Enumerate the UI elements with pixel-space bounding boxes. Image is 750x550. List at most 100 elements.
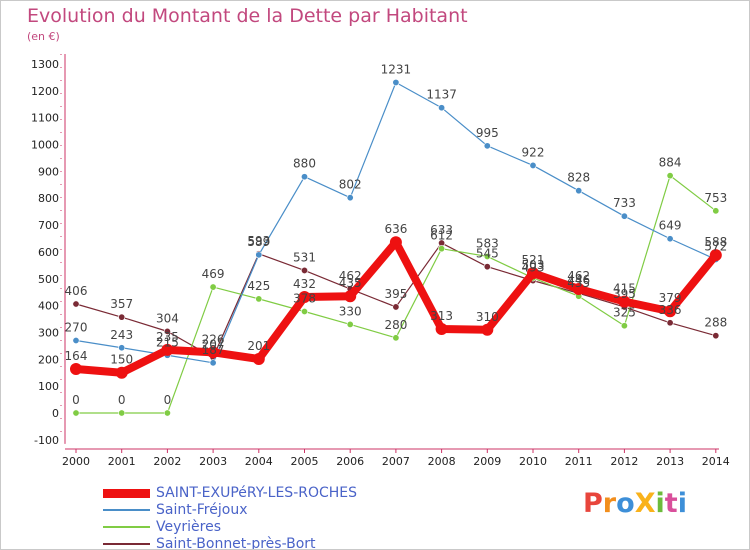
data-label: 207 [202,337,225,351]
series-point-3 [666,319,674,327]
data-label: 150 [110,353,133,367]
data-label: 395 [613,287,636,301]
data-label: 633 [430,223,453,237]
series-point-2 [72,409,80,417]
series-point-0 [298,291,311,304]
data-label: 215 [156,335,179,349]
x-tick-label: 2002 [153,455,181,468]
data-label: 164 [65,349,88,363]
series-point-2 [483,252,491,260]
data-label: 572 [704,239,727,253]
data-label: 310 [476,310,499,324]
legend-label: Saint-Bonnet-près-Bort [156,536,316,550]
x-tick-label: 2008 [428,455,456,468]
data-label: 330 [339,304,362,318]
series-point-0 [572,282,585,295]
series-point-2 [666,172,674,180]
logo-letter: t [664,488,678,519]
data-label: 922 [522,145,545,159]
data-label: 201 [247,339,270,353]
data-label: 1231 [381,62,412,76]
data-label: 503 [522,258,545,272]
x-tick-label: 2000 [62,455,90,468]
data-label: 649 [659,219,682,233]
series-point-0 [207,346,220,359]
x-tick-label: 2004 [245,455,273,468]
series-point-1 [529,161,537,169]
proxiti-logo: ProXiti [583,488,687,519]
series-point-3 [712,332,720,340]
data-label: 288 [704,316,727,330]
data-label: 493 [522,261,545,275]
series-point-0 [618,295,631,308]
series-point-2 [255,295,263,303]
series-point-1 [72,337,80,345]
data-label: 0 [72,393,80,407]
series-point-3 [300,266,308,274]
series-point-2 [346,320,354,328]
chart-title: Evolution du Montant de la Dette par Hab… [27,5,468,27]
data-label: 753 [704,191,727,205]
series-point-2 [163,409,171,417]
data-label: 612 [430,229,453,243]
y-tick-label: 1200 [31,85,59,98]
data-label: 243 [110,328,133,342]
series-point-2 [209,283,217,291]
x-tick-label: 2009 [473,455,501,468]
y-tick-label: 1000 [31,139,59,152]
series-point-1 [300,173,308,181]
series-point-1 [118,344,126,352]
legend-swatch [103,488,150,498]
legend-label: Saint-Fréjoux [156,502,248,518]
series-point-3 [163,327,171,335]
series-point-1 [392,78,400,86]
data-label: 313 [430,309,453,323]
data-label: 802 [339,178,362,192]
y-tick-label: 500 [38,273,59,286]
data-label: 462 [567,269,590,283]
series-point-3 [392,303,400,311]
data-label: 1137 [426,88,457,102]
series-point-2 [392,334,400,342]
x-tick-label: 2006 [336,455,364,468]
series-point-0 [70,362,82,375]
y-tick-label: 800 [38,192,59,205]
series-point-0 [481,323,494,336]
data-label: 325 [613,306,636,320]
series-point-1 [620,212,628,220]
y-tick-label: 400 [38,300,59,313]
x-tick-label: 2010 [519,455,547,468]
series-point-1 [438,104,446,112]
data-label: 435 [339,276,362,290]
data-label: 235 [156,330,179,344]
data-label: 336 [659,303,682,317]
data-label: 636 [384,222,407,236]
data-label: 187 [202,343,225,357]
logo-letter: P [583,488,603,519]
data-label: 446 [567,273,590,287]
data-label: 357 [110,297,133,311]
chart-subtitle: (en €) [27,30,60,43]
series-point-0 [344,290,357,303]
data-label: 378 [293,292,316,306]
y-tick-label: 1100 [31,112,59,125]
data-label: 435 [567,276,590,290]
y-tick-label: -100 [34,434,59,447]
legend-label: SAINT-EXUPéRY-LES-ROCHES [156,485,358,501]
data-label: 593 [247,234,270,248]
legend-label: Veyrières [156,519,222,535]
data-label: 521 [522,253,545,267]
data-label: 226 [202,332,225,346]
data-label: 432 [293,277,316,291]
data-label: 425 [247,279,270,293]
logo-letter: o [616,488,635,519]
logo-letter: i [677,488,687,519]
data-label: 880 [293,157,316,171]
series-point-0 [252,353,265,366]
x-tick-label: 2012 [610,455,638,468]
series-point-0 [709,249,722,262]
data-label: 0 [164,393,172,407]
data-label: 406 [65,284,88,298]
data-label: 531 [293,250,316,264]
